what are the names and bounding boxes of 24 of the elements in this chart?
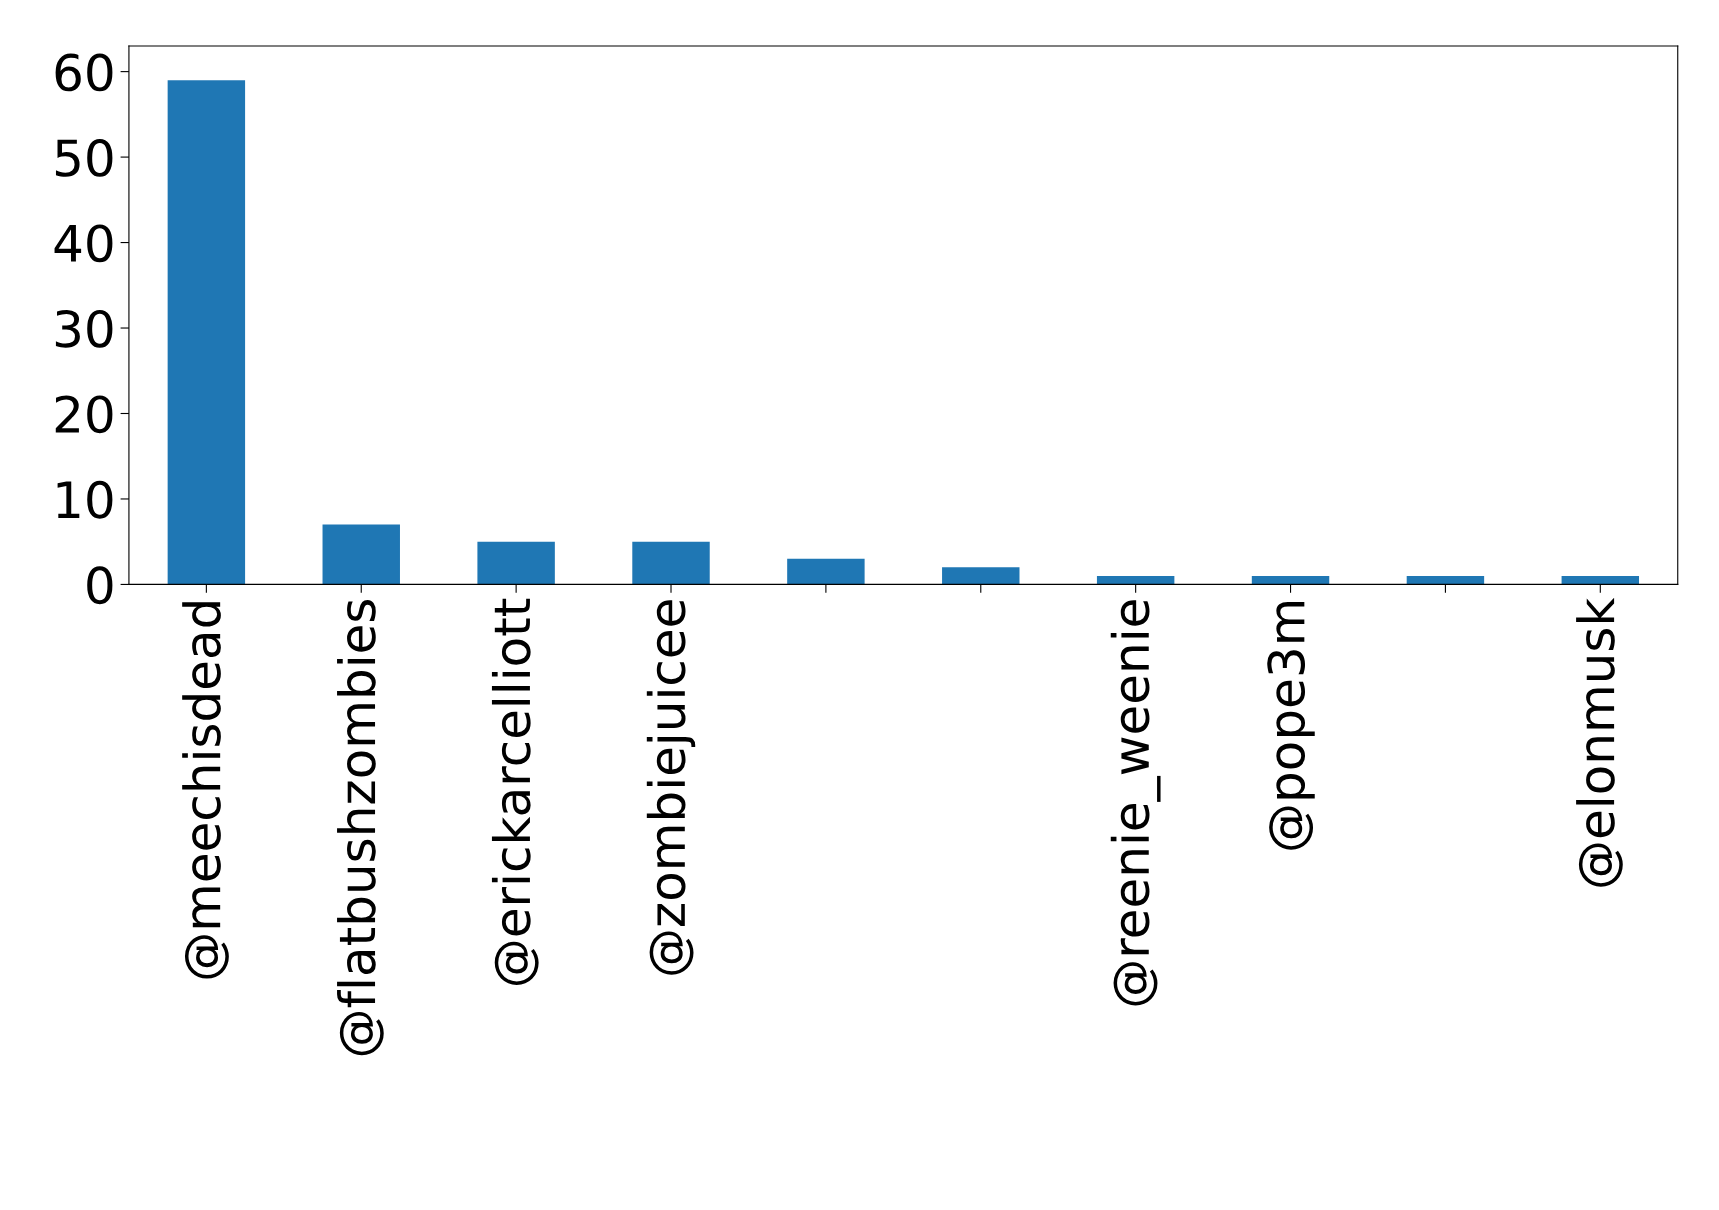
x-tick-label: @pope3m	[1267, 601, 1315, 850]
y-tick-label: 30	[55, 309, 113, 348]
bar	[167, 80, 246, 585]
y-tick-label: 50	[55, 138, 113, 177]
x-tick-label: @zombiejuicee	[646, 600, 696, 975]
bar	[1406, 575, 1485, 585]
bar	[1561, 575, 1640, 585]
bar	[477, 541, 555, 585]
bar	[322, 524, 400, 585]
y-tick-label: 20	[55, 395, 113, 434]
x-tick-label: @meechisdead	[182, 602, 229, 979]
x-tick-label: @erickarcelliott	[491, 598, 539, 985]
bar	[942, 567, 1020, 585]
bar	[1096, 575, 1175, 585]
y-tick-label: 0	[87, 566, 113, 605]
x-tick-label: @flatbushzombies	[337, 600, 384, 1056]
bar	[787, 558, 865, 585]
y-tick-label: 40	[54, 224, 113, 263]
bar	[632, 541, 710, 585]
x-tick-label: @reenie_weenie	[1110, 600, 1161, 1006]
y-tick-label: 60	[55, 53, 113, 92]
bar	[1251, 575, 1330, 585]
x-tick-label: @elonmusk	[1576, 597, 1623, 887]
y-tick-label: 10	[57, 480, 113, 519]
